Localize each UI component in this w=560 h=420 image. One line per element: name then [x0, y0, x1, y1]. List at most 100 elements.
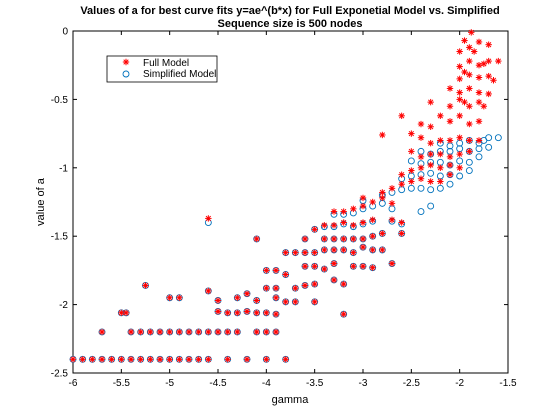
full-model-point — [350, 249, 356, 255]
full-model-point — [408, 148, 414, 154]
full-model-point — [369, 247, 375, 253]
chart-title-line1: Values of a for best curve fits y=ae^(b*… — [80, 5, 499, 17]
full-model-point — [273, 267, 279, 273]
full-model-point — [137, 329, 143, 335]
full-model-point — [418, 176, 424, 182]
full-model-point — [195, 329, 201, 335]
full-model-point — [427, 99, 433, 105]
full-model-point — [389, 200, 395, 206]
full-model-point — [302, 263, 308, 269]
full-model-point — [360, 236, 366, 242]
full-model-point — [389, 185, 395, 191]
full-model-point — [456, 48, 462, 54]
full-model-point — [311, 299, 317, 305]
full-model-point — [224, 329, 230, 335]
full-model-point — [369, 217, 375, 223]
full-model-point — [447, 118, 453, 124]
full-model-point — [466, 44, 472, 50]
full-model-point — [331, 277, 337, 283]
x-tick-label: -5.5 — [113, 378, 131, 389]
full-model-point — [118, 356, 124, 362]
full-model-point — [427, 124, 433, 130]
full-model-point — [282, 299, 288, 305]
full-model-point — [321, 222, 327, 228]
full-model-point — [495, 58, 501, 64]
full-model-point — [147, 329, 153, 335]
full-model-point — [476, 39, 482, 45]
full-model-point — [215, 297, 221, 303]
y-tick-label: -2 — [59, 300, 68, 311]
full-model-point — [389, 217, 395, 223]
full-model-point — [244, 356, 250, 362]
y-tick-label: -1.5 — [51, 232, 69, 243]
full-model-point — [379, 189, 385, 195]
full-model-point — [408, 130, 414, 136]
full-model-point — [461, 37, 467, 43]
full-model-point — [166, 295, 172, 301]
full-model-point — [466, 103, 472, 109]
full-model-point — [398, 113, 404, 119]
full-model-point — [418, 135, 424, 141]
full-model-point — [224, 310, 230, 316]
y-axis-label: value of a — [35, 177, 47, 226]
full-model-point — [456, 165, 462, 171]
full-model-point — [321, 236, 327, 242]
full-model-point — [205, 329, 211, 335]
legend-marker-full-model — [123, 59, 129, 65]
full-model-point — [398, 219, 404, 225]
full-model-point — [369, 199, 375, 205]
full-model-point — [456, 89, 462, 95]
full-model-point — [302, 282, 308, 288]
full-model-point — [408, 167, 414, 173]
full-model-point — [311, 263, 317, 269]
full-model-point — [447, 171, 453, 177]
x-tick-label: -4.5 — [209, 378, 227, 389]
full-model-point — [427, 178, 433, 184]
full-model-point — [311, 281, 317, 287]
full-model-point — [273, 329, 279, 335]
full-model-point — [468, 29, 474, 35]
full-model-point — [485, 41, 491, 47]
full-model-point — [244, 308, 250, 314]
full-model-point — [447, 162, 453, 168]
full-model-point — [490, 77, 496, 83]
legend-label-simplified-model: Simplified Model — [143, 69, 216, 80]
full-model-point — [437, 165, 443, 171]
y-tick-label: 0 — [62, 27, 68, 38]
full-model-point — [466, 137, 472, 143]
x-tick-label: -1.5 — [499, 378, 517, 389]
full-model-point — [447, 137, 453, 143]
full-model-point — [418, 165, 424, 171]
full-model-point — [427, 162, 433, 168]
full-model-point — [360, 219, 366, 225]
full-model-point — [176, 329, 182, 335]
full-model-point — [437, 113, 443, 119]
chart-title-line2: Sequence size is 500 nodes — [218, 18, 363, 30]
full-model-point — [476, 89, 482, 95]
full-model-point — [302, 249, 308, 255]
full-model-point — [466, 85, 472, 91]
full-model-point — [263, 329, 269, 335]
full-model-point — [418, 154, 424, 160]
full-model-point — [282, 271, 288, 277]
full-model-point — [142, 282, 148, 288]
full-model-point — [224, 356, 230, 362]
full-model-point — [340, 236, 346, 242]
full-model-point — [408, 178, 414, 184]
full-model-point — [99, 329, 105, 335]
full-model-point — [340, 208, 346, 214]
full-model-point — [466, 58, 472, 64]
full-model-point — [157, 356, 163, 362]
full-model-point — [253, 329, 259, 335]
full-model-point — [195, 356, 201, 362]
full-model-point — [273, 311, 279, 317]
full-model-point — [147, 356, 153, 362]
full-model-point — [389, 260, 395, 266]
full-model-point — [437, 137, 443, 143]
full-model-point — [437, 178, 443, 184]
full-model-point — [461, 99, 467, 105]
full-model-point — [418, 121, 424, 127]
full-model-point — [273, 295, 279, 301]
full-model-point — [292, 299, 298, 305]
